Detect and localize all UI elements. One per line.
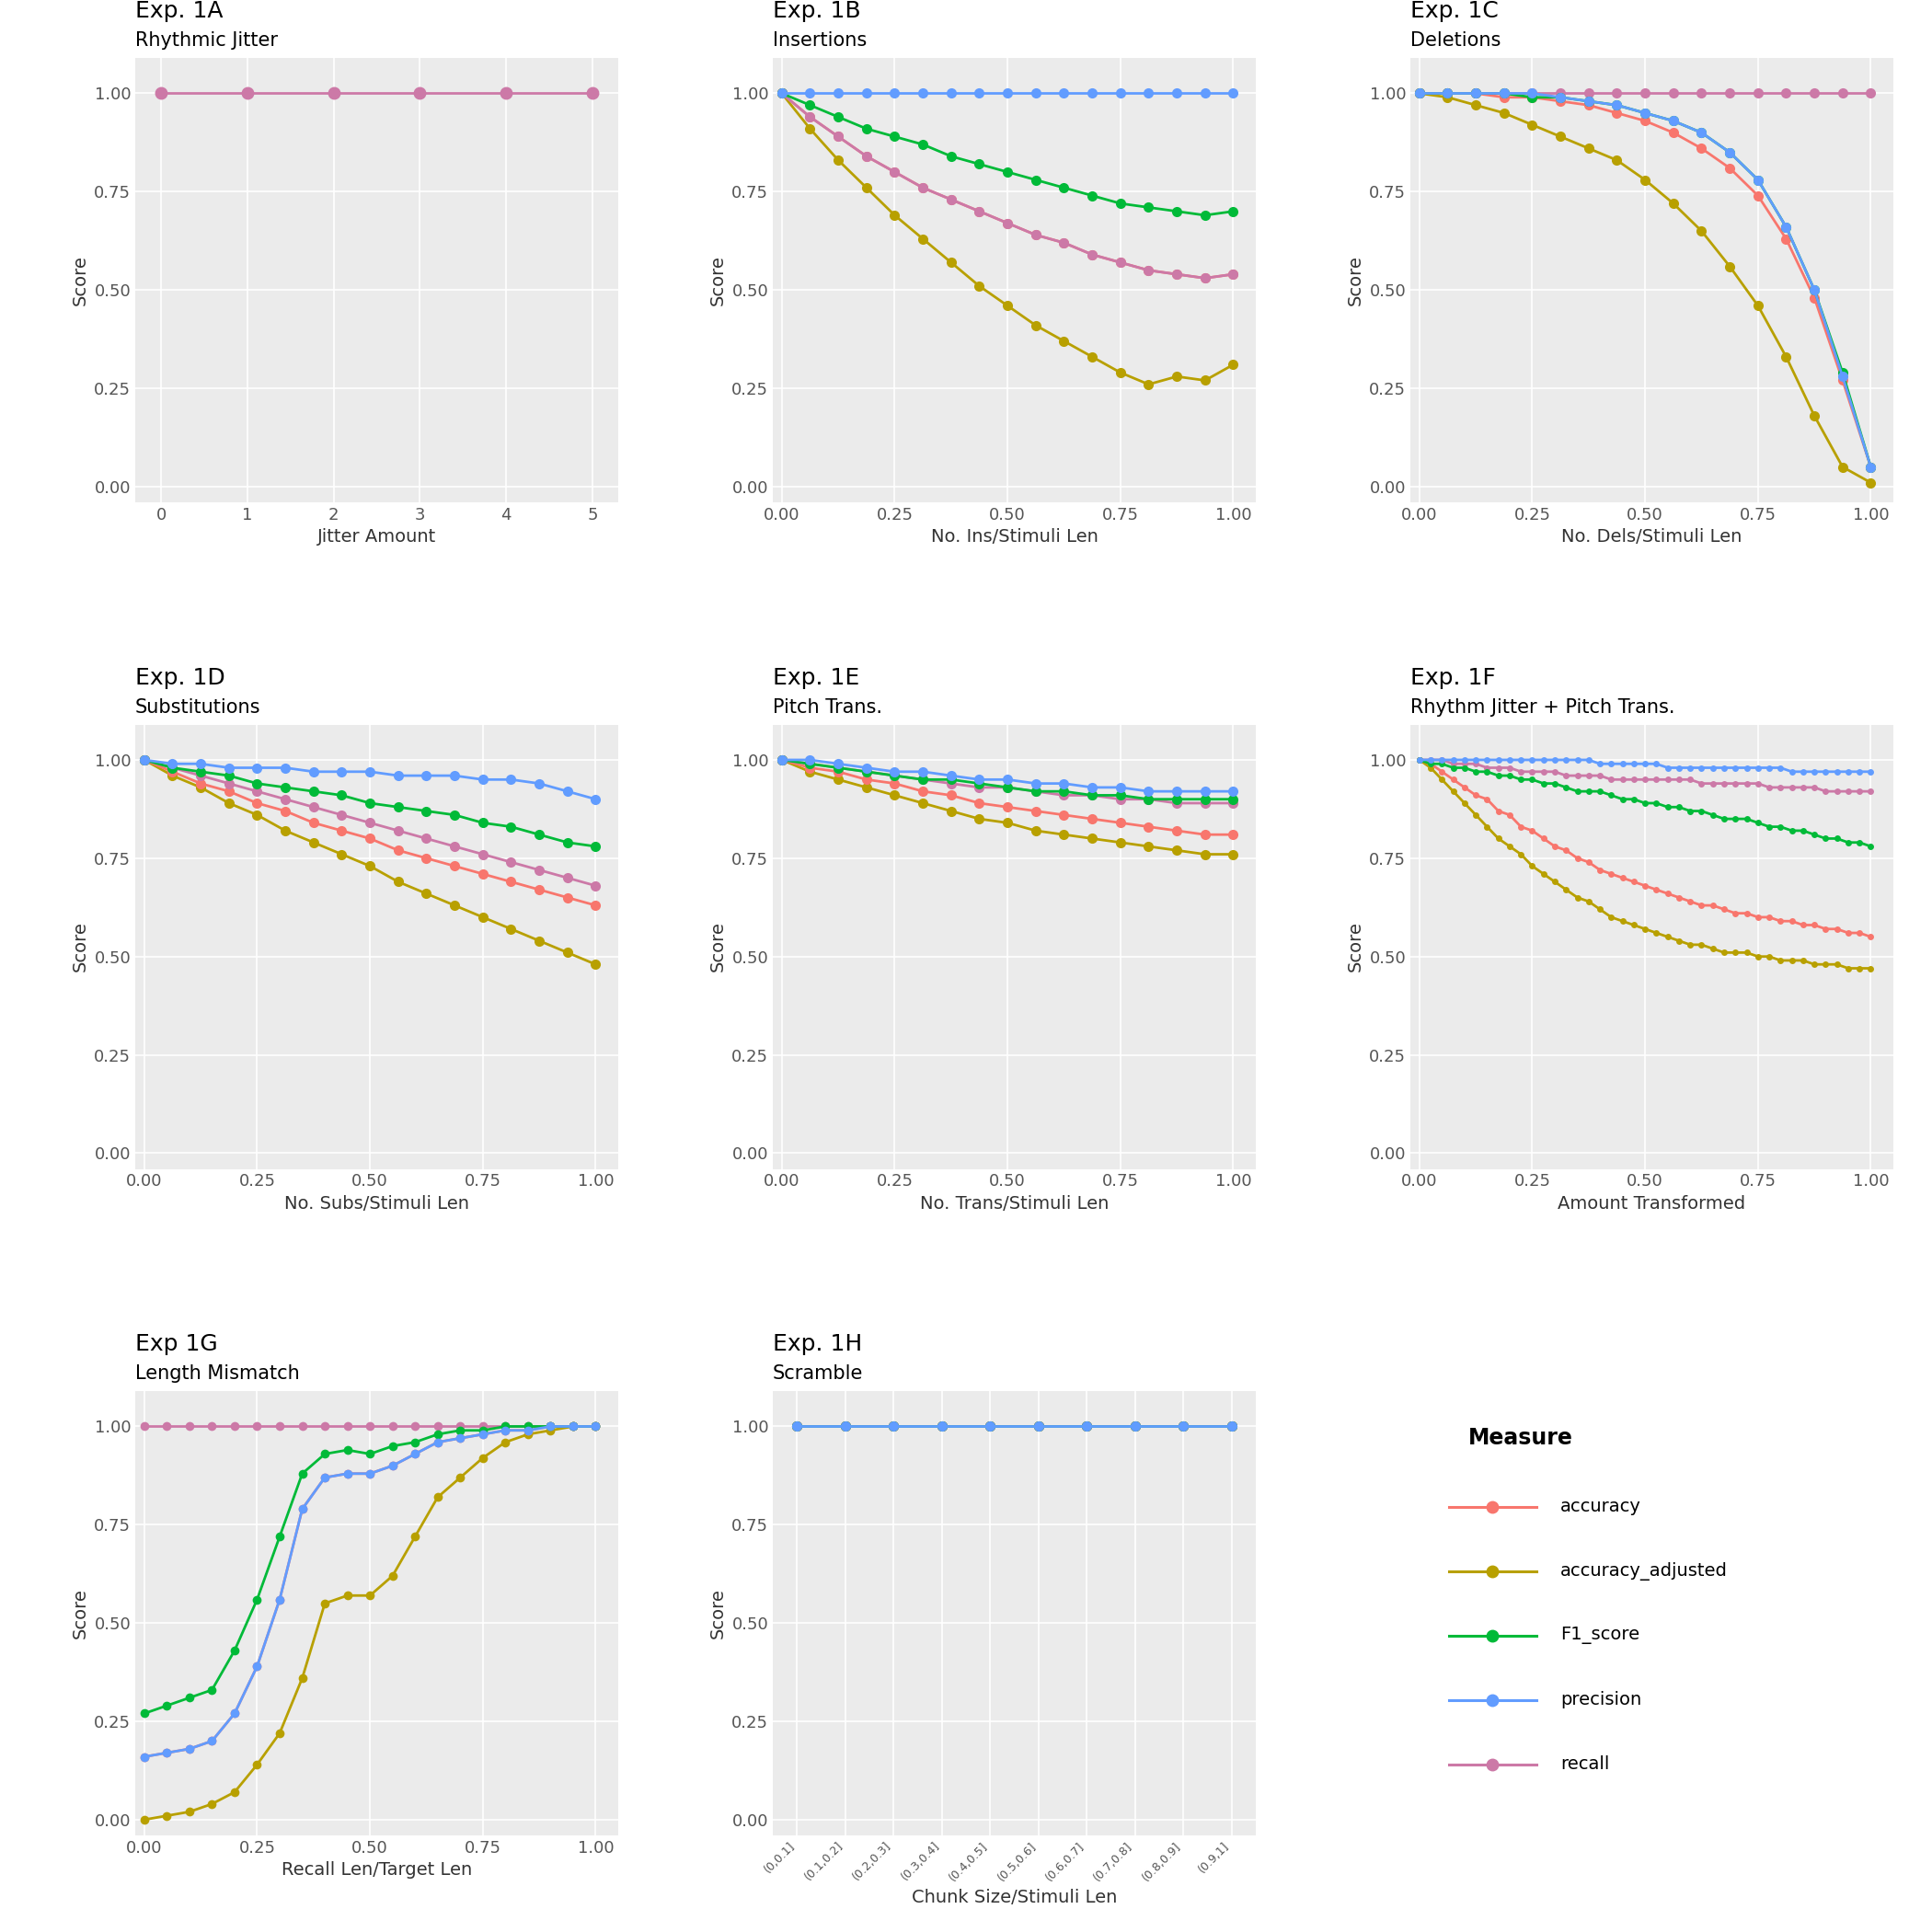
Text: Exp. 1F: Exp. 1F [1410, 667, 1495, 690]
Text: Exp. 1E: Exp. 1E [773, 667, 860, 690]
Text: Exp. 1A: Exp. 1A [135, 0, 222, 23]
Text: Rhythmic Jitter: Rhythmic Jitter [135, 31, 278, 50]
Text: Rhythm Jitter + Pitch Trans.: Rhythm Jitter + Pitch Trans. [1410, 697, 1675, 717]
X-axis label: No. Subs/Stimuli Len: No. Subs/Stimuli Len [284, 1196, 469, 1213]
Text: recall: recall [1561, 1756, 1609, 1774]
Text: accuracy: accuracy [1561, 1497, 1640, 1515]
Text: Substitutions: Substitutions [135, 697, 261, 717]
Y-axis label: Score: Score [71, 255, 89, 305]
Y-axis label: Score: Score [1347, 255, 1364, 305]
Text: precision: precision [1561, 1690, 1642, 1708]
Y-axis label: Score: Score [71, 1588, 89, 1638]
X-axis label: Jitter Amount: Jitter Amount [317, 529, 437, 547]
Y-axis label: Score: Score [71, 922, 89, 972]
Y-axis label: Score: Score [709, 922, 726, 972]
Text: Measure: Measure [1468, 1426, 1573, 1449]
X-axis label: No. Trans/Stimuli Len: No. Trans/Stimuli Len [920, 1196, 1109, 1213]
Text: Exp. 1H: Exp. 1H [773, 1333, 862, 1356]
X-axis label: Amount Transformed: Amount Transformed [1557, 1196, 1747, 1213]
Text: Scramble: Scramble [773, 1364, 864, 1383]
Y-axis label: Score: Score [1347, 922, 1364, 972]
Text: Pitch Trans.: Pitch Trans. [773, 697, 883, 717]
Text: Exp. 1D: Exp. 1D [135, 667, 226, 690]
Text: accuracy_adjusted: accuracy_adjusted [1561, 1561, 1727, 1580]
Y-axis label: Score: Score [709, 255, 726, 305]
Text: Insertions: Insertions [773, 31, 867, 50]
Text: Exp. 1B: Exp. 1B [773, 0, 862, 23]
X-axis label: Chunk Size/Stimuli Len: Chunk Size/Stimuli Len [912, 1888, 1117, 1905]
Text: Deletions: Deletions [1410, 31, 1501, 50]
X-axis label: No. Dels/Stimuli Len: No. Dels/Stimuli Len [1561, 529, 1743, 547]
Text: F1_score: F1_score [1561, 1627, 1640, 1644]
Y-axis label: Score: Score [709, 1588, 726, 1638]
Text: Exp 1G: Exp 1G [135, 1333, 218, 1356]
X-axis label: Recall Len/Target Len: Recall Len/Target Len [282, 1862, 471, 1880]
Text: Exp. 1C: Exp. 1C [1410, 0, 1499, 23]
Text: Length Mismatch: Length Mismatch [135, 1364, 299, 1383]
X-axis label: No. Ins/Stimuli Len: No. Ins/Stimuli Len [931, 529, 1097, 547]
